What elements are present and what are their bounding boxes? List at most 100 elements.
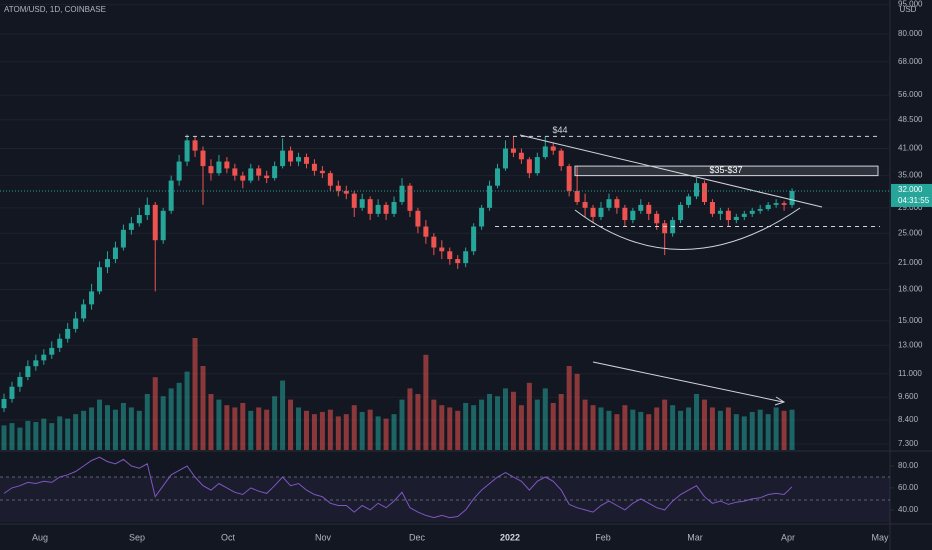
volume-bar: [566, 366, 572, 450]
volume-bar: [112, 409, 118, 450]
volume-bar: [670, 405, 676, 450]
volume-trend: [592, 361, 784, 403]
last-price-box: [891, 183, 932, 207]
volume-bar: [104, 405, 110, 450]
candle-body: [471, 226, 477, 252]
volume-bar: [351, 405, 357, 450]
candle-body: [144, 204, 150, 216]
volume-bar: [97, 399, 103, 450]
volume-bar: [709, 407, 715, 450]
y-tick-label: 18.000: [898, 285, 923, 294]
rsi-tick-label: 80.00: [898, 461, 919, 470]
volume-bar: [399, 399, 405, 450]
volume-bar: [136, 410, 142, 450]
volume-bar: [447, 407, 453, 450]
candle-body: [447, 251, 453, 260]
volume-bar: [510, 391, 516, 450]
candle-body: [81, 304, 87, 319]
candle-body: [128, 223, 134, 230]
candle-body: [574, 190, 580, 203]
volume-bar: [781, 410, 787, 450]
candle-body: [65, 328, 71, 339]
candle-body: [216, 161, 222, 174]
candle-body: [510, 148, 516, 153]
candle-body: [327, 173, 333, 186]
candle-body: [152, 204, 158, 241]
volume-bar: [550, 402, 556, 450]
volume-bar: [606, 410, 612, 450]
candle-body: [232, 168, 238, 176]
candle-body: [240, 175, 246, 181]
volume-bar: [678, 410, 684, 450]
candle-body: [184, 140, 190, 162]
candle-body: [502, 148, 508, 169]
volume-bar: [232, 407, 238, 450]
y-tick-label: 56.000: [898, 90, 923, 99]
candle-body: [686, 196, 692, 205]
candle-body: [701, 183, 707, 203]
candle-body: [391, 202, 397, 214]
arrow-head: [774, 396, 786, 406]
volume-bar: [741, 416, 747, 450]
x-tick-label: Sep: [129, 532, 145, 542]
candle-body: [487, 185, 493, 208]
candle-body: [375, 204, 381, 214]
candle-body: [749, 210, 755, 214]
candle-body: [662, 223, 668, 234]
volume-bar: [526, 382, 532, 450]
candle-body: [200, 150, 206, 167]
y-tick-label: 7.300: [898, 439, 919, 448]
volume-bar: [749, 411, 755, 450]
candle-body: [654, 213, 660, 224]
volume-bar: [423, 354, 429, 450]
volume-bar: [574, 373, 580, 450]
volume-bar: [630, 409, 636, 450]
volume-bar: [391, 414, 397, 450]
candle-body: [97, 267, 103, 292]
volume-bar: [558, 394, 564, 450]
candle-body: [176, 161, 182, 181]
volume-bar: [49, 423, 55, 450]
y-tick-label: 11.000: [898, 369, 922, 378]
volume-bar: [303, 410, 309, 450]
candle-body: [256, 168, 262, 176]
candle-body: [311, 163, 317, 171]
volume-bar: [725, 407, 731, 450]
y-tick-label: 80.000: [898, 29, 923, 38]
volume-bar: [184, 371, 190, 450]
candle-body: [781, 203, 787, 205]
last-price-label: 32.000: [898, 185, 923, 194]
candle-body: [765, 204, 771, 210]
volume-bar: [327, 409, 333, 450]
candle-body: [550, 146, 556, 151]
volume-bar: [208, 394, 214, 450]
volume-bar: [280, 380, 286, 450]
candle-body: [288, 150, 294, 162]
candle-body: [33, 360, 39, 367]
candle-body: [542, 146, 548, 158]
candle-body: [264, 175, 270, 179]
level-label: $44: [552, 125, 567, 135]
countdown: 04:31:55: [898, 196, 930, 205]
volume-bar: [1, 425, 7, 450]
candle-body: [335, 185, 341, 191]
candle-body: [463, 251, 469, 264]
volume-bar: [81, 410, 87, 450]
currency: USD: [900, 5, 917, 14]
volume-bar: [224, 405, 230, 450]
volume-bar: [407, 388, 413, 450]
x-tick-label: Oct: [221, 532, 236, 542]
volume-bar: [686, 407, 692, 450]
candle-body: [224, 161, 230, 169]
volume-bar: [248, 410, 254, 450]
candle-body: [582, 202, 588, 208]
volume-bar: [415, 394, 421, 450]
candle-body: [383, 204, 389, 214]
candle-body: [455, 259, 461, 264]
candle-body: [280, 150, 286, 167]
candle-body: [415, 210, 421, 227]
volume-bar: [152, 377, 158, 450]
candle-body: [160, 210, 166, 241]
volume-bar: [463, 402, 469, 450]
resistance-zone: [574, 165, 879, 177]
